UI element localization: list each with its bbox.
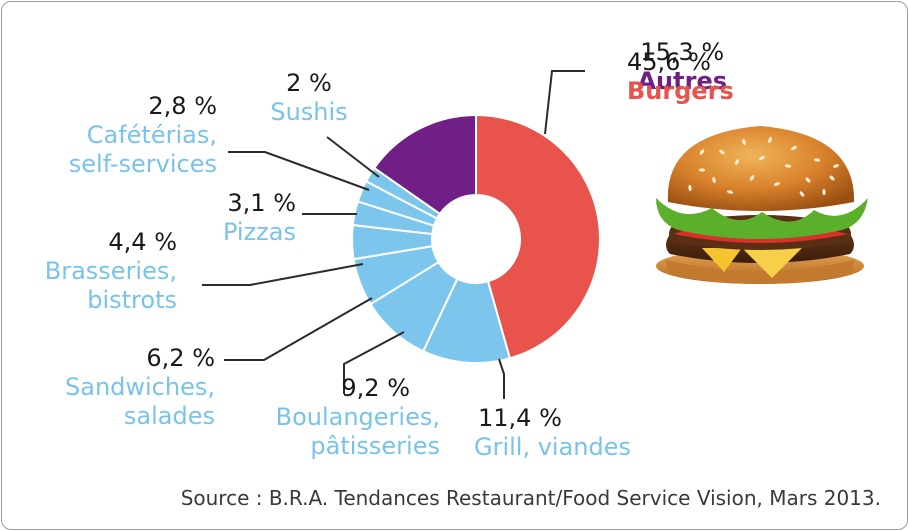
percent-brasseries: 4,4 % — [108, 228, 177, 256]
percent-sandwiches: 6,2 % — [146, 344, 215, 372]
name-pizzas: Pizzas — [222, 218, 296, 246]
leader-line-burgers — [544, 70, 585, 135]
name-sandwiches-2: salades — [123, 402, 215, 430]
leader-line-grill — [498, 358, 505, 399]
slice-autres — [372, 113, 477, 216]
hamburger-image — [656, 126, 868, 284]
name-burgers: Burgers — [627, 77, 734, 105]
label-boulangeries: 9,2 % Boulangeries, pâtisseries — [276, 374, 440, 461]
label-brasseries: 4,4 % Brasseries, bistrots — [45, 228, 177, 315]
leader-line-sandwiches — [224, 297, 373, 361]
name-sandwiches-1: Sandwiches, — [65, 373, 215, 401]
label-pizzas: 3,1 % Pizzas — [223, 189, 296, 247]
name-grill: Grill, viandes — [474, 433, 632, 461]
percent-sushis: 2 % — [286, 69, 332, 97]
name-cafeterias-1: Cafétérias, — [86, 121, 217, 149]
percent-cafeterias: 2,8 % — [148, 92, 217, 120]
source-note: Source : B.R.A. Tendances Restaurant/Foo… — [180, 486, 881, 510]
name-boulangeries-1: Boulangeries, — [275, 403, 440, 431]
label-sandwiches: 6,2 % Sandwiches, salades — [65, 344, 215, 431]
leader-line-brasseries — [202, 263, 364, 286]
name-autres: Autres — [637, 67, 727, 95]
slice-burgers — [475, 113, 601, 360]
percent-pizzas: 3,1 % — [227, 189, 296, 217]
leader-line-sushis — [326, 136, 380, 178]
label-sushis: 2 % Sushis — [264, 69, 354, 127]
label-grill: 11,4 % Grill, viandes — [474, 404, 631, 462]
leader-line-boulangeries — [343, 331, 405, 394]
name-brasseries-1: Brasseries, — [44, 257, 177, 285]
label-cafeterias: 2,8 % Cafétérias, self-services — [69, 92, 217, 179]
leader-line-cafeterias — [228, 151, 370, 191]
name-brasseries-2: bistrots — [87, 286, 177, 314]
name-cafeterias-2: self-services — [68, 150, 217, 178]
percent-burgers: 45,6 % — [627, 48, 711, 76]
name-boulangeries-2: pâtisseries — [310, 432, 440, 460]
percent-autres: 15,3 % — [640, 38, 725, 66]
percent-grill: 11,4 % — [478, 404, 562, 432]
label-burgers: 45,6 % Burgers — [627, 48, 734, 106]
percent-boulangeries: 9,2 % — [341, 374, 410, 402]
label-autres: 15,3 % Autres — [637, 38, 727, 96]
name-sushis: Sushis — [270, 98, 348, 126]
